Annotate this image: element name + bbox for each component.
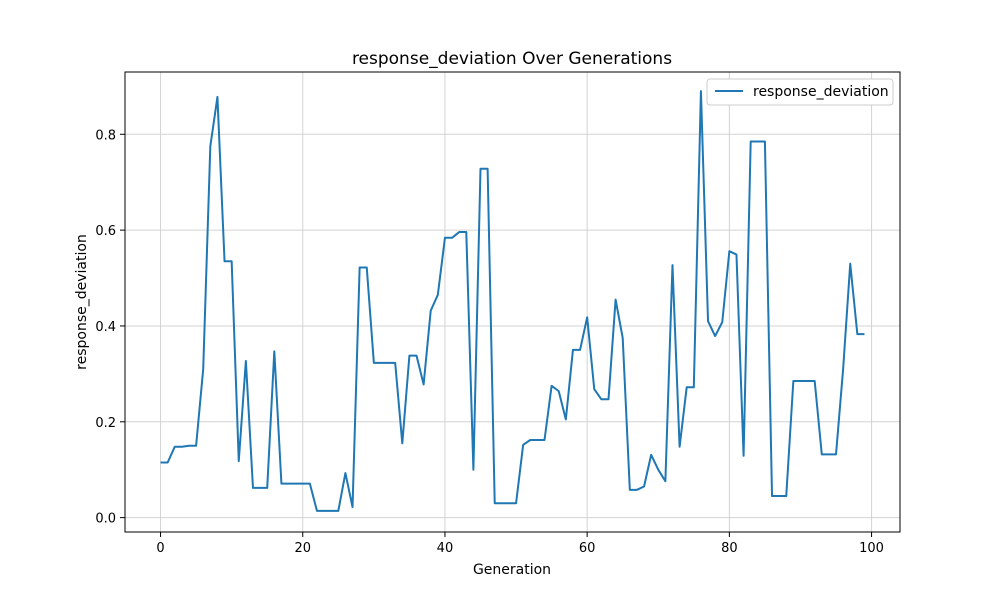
grid-layer xyxy=(125,72,900,532)
y-tick-label: 0.2 xyxy=(95,416,116,431)
y-tick-label: 0.4 xyxy=(95,320,116,335)
x-axis-label: Generation xyxy=(473,562,551,578)
plot-frame xyxy=(124,71,901,533)
x-tick-label: 100 xyxy=(859,541,884,556)
legend-entry-response-deviation: response_deviation xyxy=(753,84,889,100)
legend: response_deviation xyxy=(706,78,894,106)
chart-title: response_deviation Over Generations xyxy=(352,49,672,69)
x-tick-label: 80 xyxy=(721,541,738,556)
x-tick-label: 40 xyxy=(437,541,454,556)
y-tick-label: 0.8 xyxy=(95,128,116,143)
series-line-response-deviation xyxy=(160,90,865,512)
legend-box xyxy=(706,78,894,106)
y-tick-label: 0.0 xyxy=(95,512,116,527)
series-layer xyxy=(160,90,865,512)
x-tick-label: 60 xyxy=(579,541,596,556)
y-axis-label: response_deviation xyxy=(74,234,90,370)
tick-layer: 0 20 40 60 80 100 0.0 0.2 0.4 0.6 0.8 xyxy=(95,128,884,556)
x-tick-label: 0 xyxy=(156,541,164,556)
x-tick-label: 20 xyxy=(294,541,311,556)
y-tick-label: 0.6 xyxy=(95,224,116,239)
